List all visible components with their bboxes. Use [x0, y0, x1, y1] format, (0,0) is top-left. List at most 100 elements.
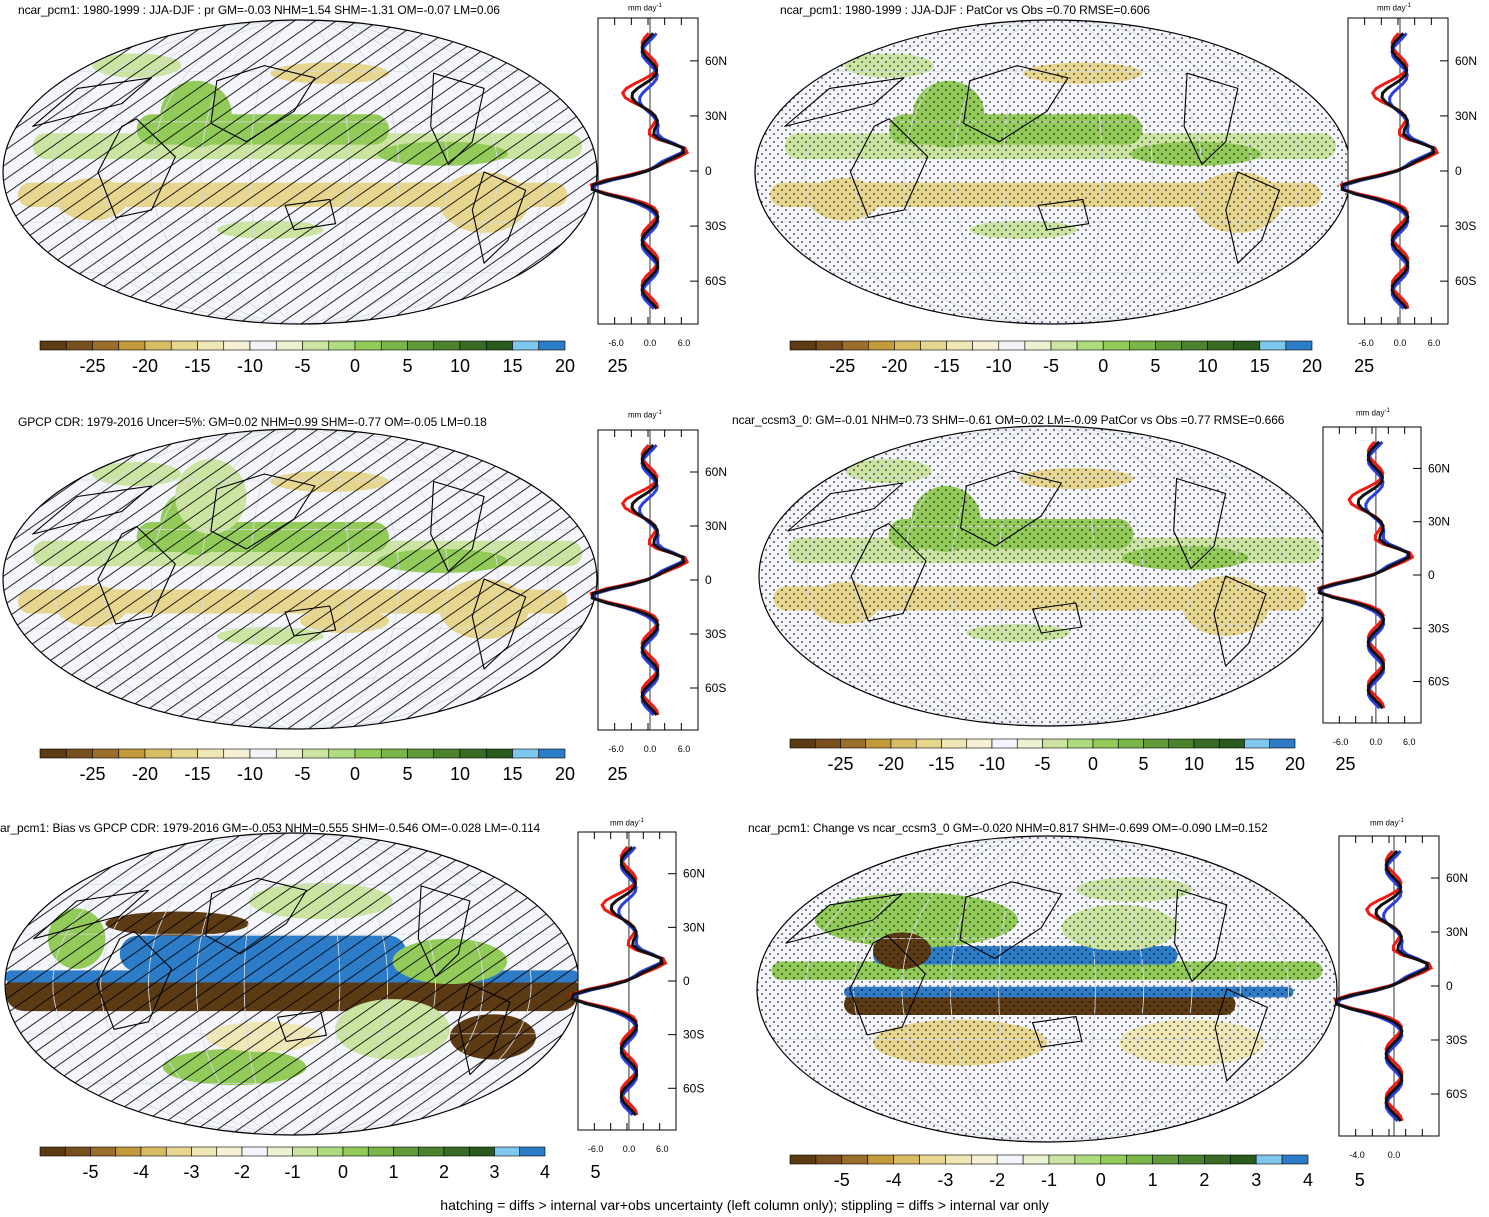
- legend-swatch: [1143, 738, 1170, 749]
- legend-swatch: [459, 748, 487, 759]
- legend-swatch: [1230, 1154, 1257, 1165]
- legend-swatch: [170, 340, 198, 351]
- latitude-label: 30N: [705, 519, 727, 533]
- legend-tick: -15: [184, 356, 210, 376]
- legend-tick: -2: [234, 1162, 250, 1182]
- panel-title: ncar_ccsm3_0: GM=-0.01 NHM=0.73 SHM=-0.6…: [732, 413, 1285, 427]
- x-tick-label: 0.0: [1388, 1150, 1401, 1160]
- latitude-label: 60S: [1428, 675, 1449, 689]
- x-tick-label: 0.0: [644, 744, 657, 754]
- legend-tick: 5: [590, 1162, 600, 1182]
- legend-swatch: [216, 1146, 243, 1157]
- x-tick-label: -6.0: [588, 1144, 604, 1154]
- panel-title: ar_pcm1: Bias vs GPCP CDR: 1979-2016 GM=…: [0, 821, 541, 835]
- legend-swatch: [1181, 340, 1208, 351]
- legend-swatch: [919, 1154, 946, 1165]
- legend-tick: -3: [183, 1162, 199, 1182]
- legend-swatch: [1092, 738, 1119, 749]
- x-tick-label: 0.0: [623, 1144, 636, 1154]
- legend-swatch: [144, 340, 172, 351]
- unit-label: mm day-1: [1370, 818, 1404, 828]
- legend-swatch: [165, 1146, 192, 1157]
- legend-tick: 4: [1303, 1170, 1313, 1190]
- legend-swatch: [1207, 340, 1234, 351]
- latitude-label: 30N: [705, 109, 727, 123]
- legend-tick: -4: [886, 1170, 902, 1190]
- legend-swatch: [1204, 1154, 1231, 1165]
- legend-swatch: [1024, 340, 1052, 351]
- legend-tick: -5: [294, 764, 310, 784]
- legend-tick: -25: [827, 754, 853, 774]
- legend-swatch: [945, 1154, 972, 1165]
- legend-tick: -10: [237, 356, 263, 376]
- latitude-label: 0: [705, 164, 712, 178]
- unit-label: mm day-1: [1356, 408, 1390, 418]
- legend-swatch: [433, 340, 461, 351]
- legend-tick: 25: [1354, 356, 1374, 376]
- latitude-label: 0: [1446, 979, 1453, 993]
- legend-swatch: [1100, 1154, 1128, 1165]
- legend-tick: -4: [133, 1162, 149, 1182]
- x-tick-label: 0.0: [1394, 338, 1407, 348]
- legend-swatch: [275, 340, 303, 351]
- legend-swatch: [197, 748, 225, 759]
- legend-swatch: [197, 340, 225, 351]
- legend-tick: -20: [132, 764, 158, 784]
- legend-swatch: [65, 748, 93, 759]
- x-tick-label: 6.0: [1428, 338, 1441, 348]
- legend-tick: -15: [934, 356, 960, 376]
- reference-curve: [591, 444, 686, 717]
- latitude-label: 60S: [1455, 274, 1476, 288]
- legend-swatch: [354, 340, 382, 351]
- panel-title: ncar_pcm1: Change vs ncar_ccsm3_0 GM=-0.…: [748, 821, 1268, 835]
- latitude-label: 0: [1428, 568, 1435, 582]
- legend-swatch: [407, 748, 435, 759]
- legend-swatch: [328, 340, 356, 351]
- legend-swatch: [815, 340, 843, 351]
- legend-swatch: [1102, 340, 1130, 351]
- legend-swatch: [1016, 738, 1043, 749]
- panel-title: ncar_pcm1: 1980-1999 : JJA-DJF : PatCor …: [780, 3, 1150, 17]
- legend-tick: 0: [1088, 754, 1098, 774]
- legend-tick: -10: [979, 754, 1005, 774]
- legend-swatch: [317, 1146, 344, 1157]
- legend-tick: 4: [540, 1162, 550, 1182]
- legend-swatch: [90, 1146, 117, 1157]
- legend-swatch: [1074, 1154, 1102, 1165]
- legend-tick: 5: [1150, 356, 1160, 376]
- obs-curve: [1333, 849, 1434, 1122]
- legend-tick: -5: [1043, 356, 1059, 376]
- legend-tick: 2: [1199, 1170, 1209, 1190]
- legend-swatch: [65, 340, 93, 351]
- model-curve: [570, 845, 664, 1117]
- legend-swatch: [92, 748, 120, 759]
- legend-swatch: [485, 340, 513, 351]
- latitude-label: 30S: [705, 219, 726, 233]
- legend-swatch: [380, 340, 408, 351]
- legend-swatch: [512, 340, 540, 351]
- legend-swatch: [39, 1146, 66, 1157]
- latitude-label: 60N: [705, 465, 727, 479]
- latitude-label: 0: [1455, 164, 1462, 178]
- legend-swatch: [418, 1146, 445, 1157]
- legend-tick: 5: [1355, 1170, 1365, 1190]
- model-curve: [1334, 849, 1430, 1122]
- x-tick-label: 6.0: [678, 744, 691, 754]
- latitude-label: 60S: [1446, 1087, 1467, 1101]
- x-tick-label: -6.0: [608, 744, 624, 754]
- legend-swatch: [443, 1146, 470, 1157]
- legend-swatch: [815, 1154, 843, 1165]
- legend-swatch: [170, 748, 198, 759]
- x-tick-label: -6.0: [608, 338, 624, 348]
- x-tick-label: -6.0: [1358, 338, 1374, 348]
- legend-swatch: [39, 748, 67, 759]
